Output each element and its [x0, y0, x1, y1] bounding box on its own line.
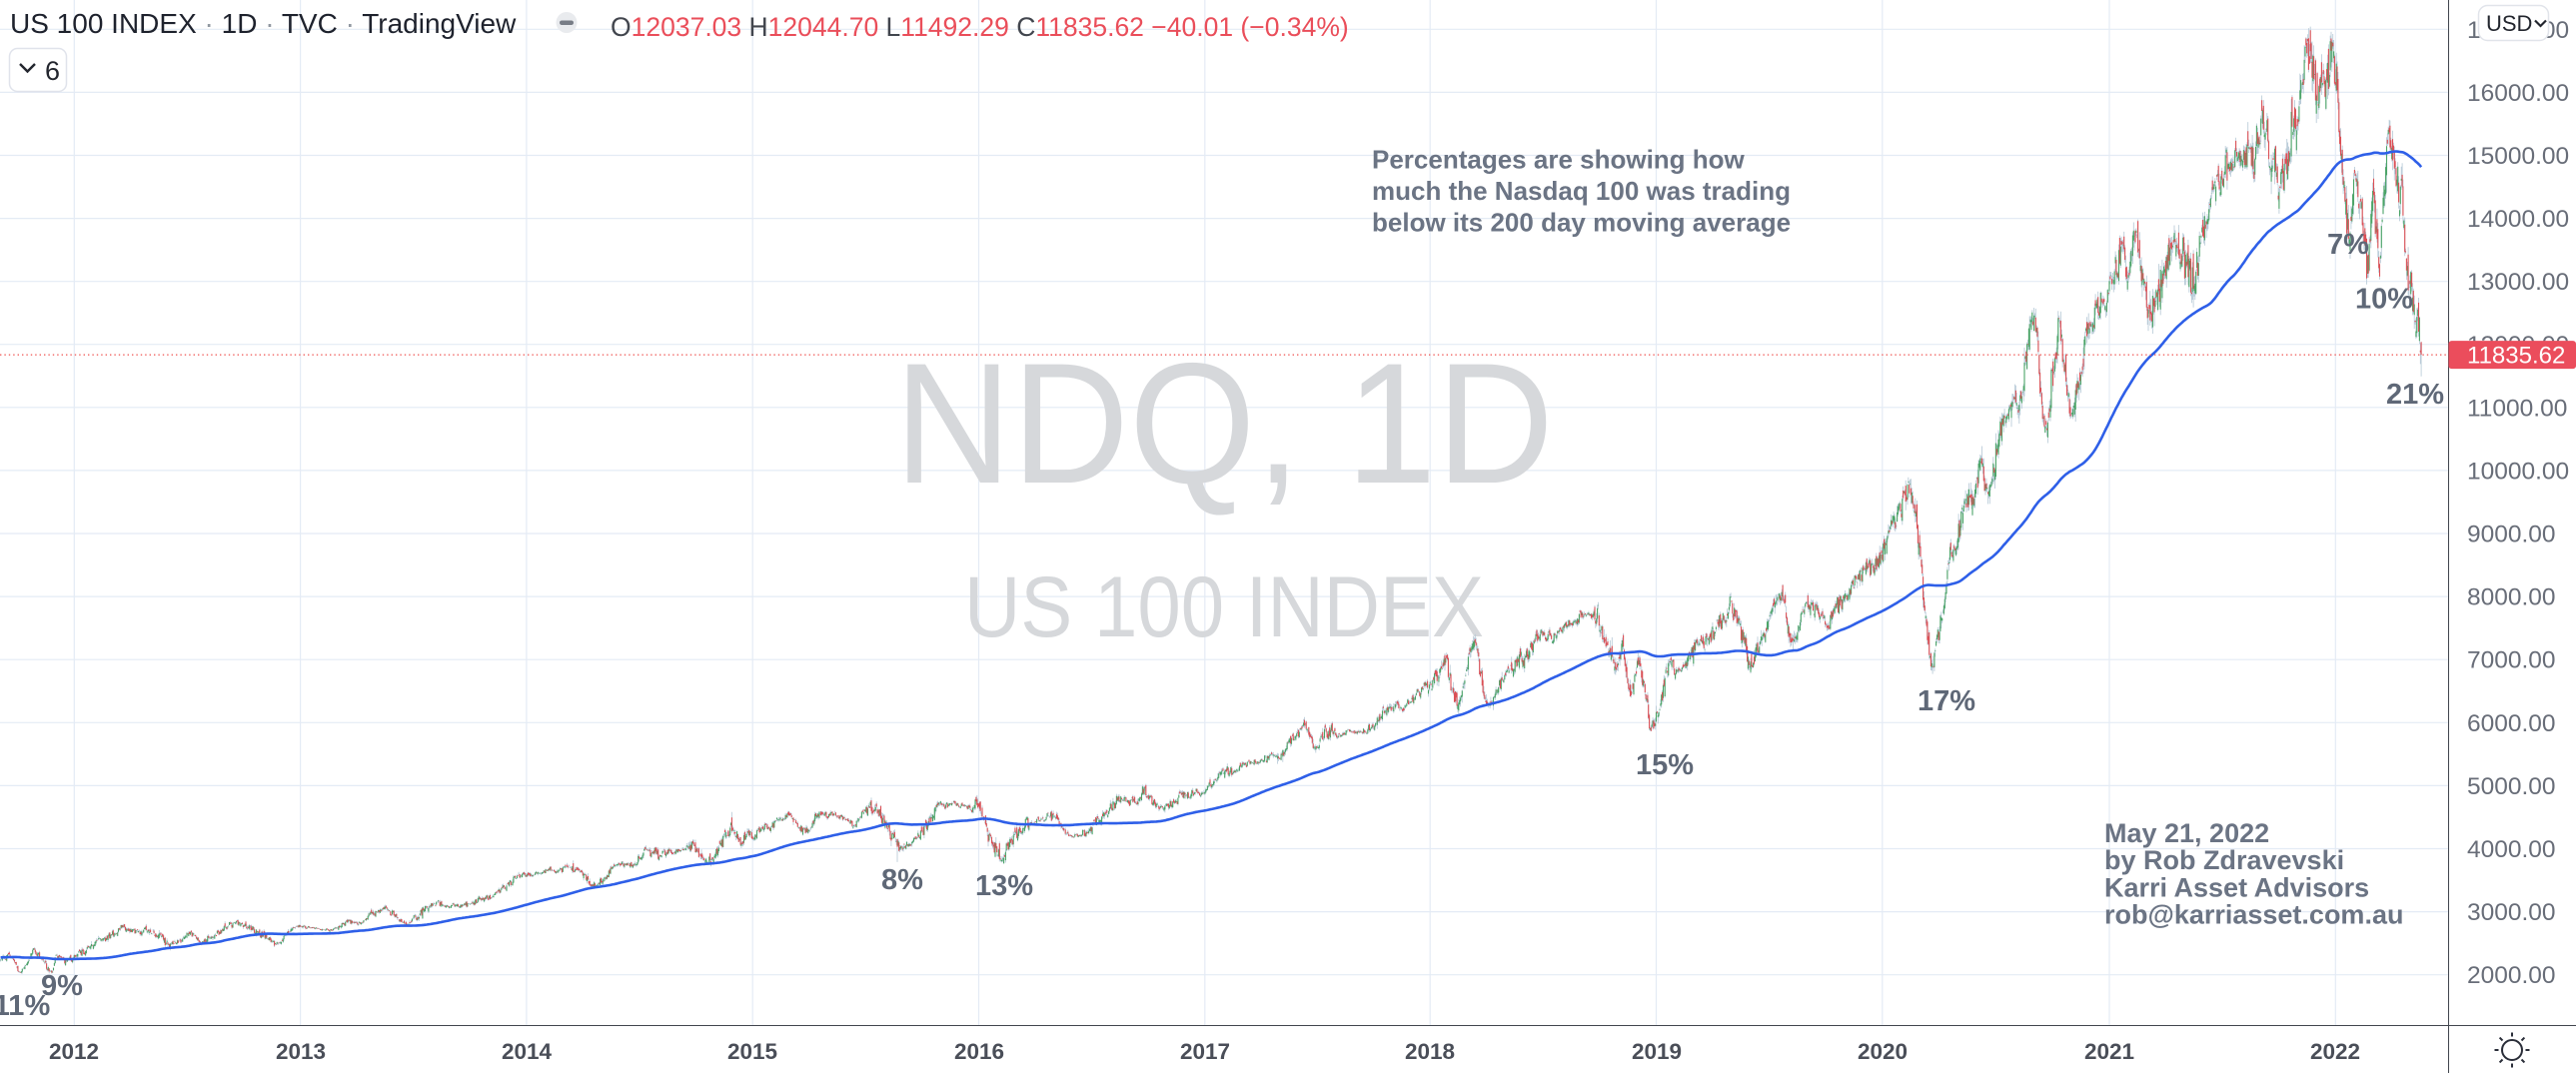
- svg-text:Karri Asset Advisors: Karri Asset Advisors: [2104, 872, 2369, 902]
- svg-text:much the Nasdaq 100 was tradin: much the Nasdaq 100 was trading: [1372, 176, 1791, 206]
- svg-text:2022: 2022: [2310, 1039, 2360, 1064]
- svg-text:2015: 2015: [727, 1039, 777, 1064]
- svg-text:16000.00: 16000.00: [2467, 80, 2569, 107]
- svg-text:US 100 INDEX · 1D · TVC · Trad: US 100 INDEX · 1D · TVC · TradingView: [10, 8, 517, 39]
- svg-text:10000.00: 10000.00: [2467, 458, 2569, 485]
- svg-text:17%: 17%: [1918, 685, 1975, 717]
- svg-text:rob@karriasset.com.au: rob@karriasset.com.au: [2104, 900, 2403, 930]
- svg-text:5000.00: 5000.00: [2467, 773, 2556, 800]
- svg-text:6000.00: 6000.00: [2467, 710, 2556, 737]
- svg-text:by Rob Zdravevski: by Rob Zdravevski: [2104, 845, 2344, 875]
- svg-text:2018: 2018: [1405, 1039, 1455, 1064]
- svg-text:10%: 10%: [2355, 284, 2413, 316]
- svg-text:11%: 11%: [0, 990, 50, 1022]
- svg-text:8%: 8%: [881, 864, 923, 896]
- svg-text:2020: 2020: [1858, 1039, 1908, 1064]
- svg-text:9%: 9%: [41, 970, 83, 1002]
- svg-text:Percentages are showing how: Percentages are showing how: [1372, 145, 1746, 175]
- svg-text:13000.00: 13000.00: [2467, 269, 2569, 296]
- svg-text:4000.00: 4000.00: [2467, 836, 2556, 863]
- svg-text:2021: 2021: [2084, 1039, 2134, 1064]
- svg-text:2016: 2016: [954, 1039, 1004, 1064]
- svg-text:NDQ, 1D: NDQ, 1D: [894, 328, 1554, 520]
- svg-text:13%: 13%: [975, 870, 1033, 902]
- svg-text:7000.00: 7000.00: [2467, 647, 2556, 674]
- svg-text:15%: 15%: [1636, 749, 1694, 781]
- svg-text:2013: 2013: [276, 1039, 326, 1064]
- svg-text:8000.00: 8000.00: [2467, 584, 2556, 611]
- svg-text:O12037.03 H12044.70 L11492.29: O12037.03 H12044.70 L11492.29 C11835.62 …: [611, 12, 1349, 42]
- svg-text:2019: 2019: [1632, 1039, 1682, 1064]
- svg-text:11000.00: 11000.00: [2467, 395, 2567, 422]
- svg-text:USD: USD: [2486, 11, 2532, 36]
- svg-text:May 21, 2022: May 21, 2022: [2104, 818, 2269, 848]
- svg-text:below its 200 day moving avera: below its 200 day moving average: [1372, 208, 1791, 238]
- svg-text:2014: 2014: [502, 1039, 553, 1064]
- svg-text:21%: 21%: [2386, 379, 2444, 411]
- svg-text:2017: 2017: [1180, 1039, 1230, 1064]
- svg-text:6: 6: [45, 56, 60, 86]
- svg-text:3000.00: 3000.00: [2467, 899, 2556, 926]
- svg-text:11835.62: 11835.62: [2467, 343, 2565, 370]
- svg-text:2000.00: 2000.00: [2467, 962, 2556, 989]
- svg-text:2012: 2012: [49, 1039, 99, 1064]
- svg-text:14000.00: 14000.00: [2467, 206, 2569, 233]
- svg-text:9000.00: 9000.00: [2467, 522, 2556, 548]
- svg-text:US 100 INDEX: US 100 INDEX: [964, 559, 1484, 655]
- svg-text:7%: 7%: [2327, 229, 2369, 261]
- svg-text:15000.00: 15000.00: [2467, 143, 2569, 170]
